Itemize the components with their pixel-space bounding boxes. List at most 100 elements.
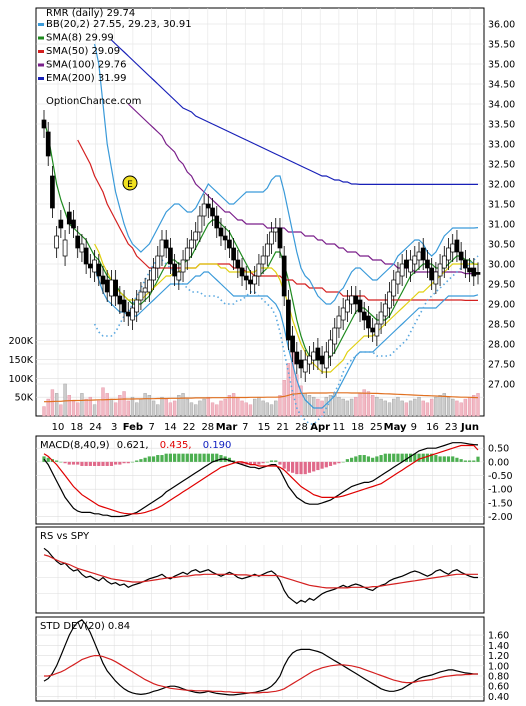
candle-body [467,267,472,273]
macd-histogram-bar [379,455,383,462]
candle-body [117,295,123,305]
date-tick-label: 24 [89,422,102,433]
volume-bar [122,391,126,417]
macd-histogram-bar [177,453,181,462]
candle-body [281,255,287,297]
price-tick-label: 28.50 [488,320,515,331]
candle-body [290,335,295,353]
price-tick-label: 32.50 [488,160,515,171]
volume-bar [135,402,139,417]
macd-histogram-bar [303,461,307,475]
candle-body [391,279,397,297]
volume-bar [54,393,59,417]
candle-body [366,315,371,329]
macd-histogram-bar [126,461,130,464]
candle-body [395,271,401,285]
volume-bar [59,404,63,417]
volume-bar [42,406,46,417]
macd-histogram-bar [446,456,451,462]
candle-body [155,255,161,269]
volume-bar [46,398,50,417]
date-tick-label: 23 [445,422,458,433]
candle-body [45,131,51,157]
price-tick-label: 34.50 [488,80,515,91]
volume-bar [324,396,328,417]
date-tick-label: 25 [370,422,383,433]
macd-histogram-bar [316,461,320,471]
panel-tick-label: 1.00 [488,661,509,672]
macd-histogram-bar [375,456,379,462]
legend-swatch [38,36,44,40]
volume-bar [429,398,434,417]
candle-body [471,267,477,277]
macd-histogram-bar [67,461,71,465]
legend-entry: SMA(8) 29.99 [46,33,114,44]
volume-bar [88,396,93,417]
macd-histogram-bar [425,453,430,462]
macd-histogram-bar [265,461,269,463]
price-tick-label: 30.50 [488,240,515,251]
candle-body [345,299,350,313]
volume-bar [438,395,442,417]
candle-body [172,263,177,277]
macd-histogram-bar [46,457,50,462]
candle-body [54,235,59,249]
candle-body [340,307,346,321]
date-tick-label: 28 [295,422,308,433]
macd-histogram-bar [354,456,358,462]
panel-tick-label: 1.60 [488,631,509,642]
volume-bar [303,393,307,417]
price-tick-label: 28.00 [488,340,515,351]
volume-bar [130,396,135,417]
candle-body [92,259,97,273]
macd-histogram-bar [459,459,463,462]
volume-bar [442,393,446,417]
watermark: OptionChance.com [46,96,141,107]
volume-bar [160,396,164,417]
candle-body [58,219,64,229]
candle-body [425,259,430,269]
volume-bar [421,400,425,417]
volume-bar [147,395,152,417]
macd-histogram-bar [408,453,413,462]
candle-body [83,247,89,265]
date-tick-label: Jun [460,422,479,433]
volume-bar [227,395,232,417]
volume-bar [366,391,371,417]
volume-bar [223,398,227,417]
panel-tick-label: -2.00 [488,512,513,523]
candle-body [286,299,291,341]
candle-body [180,259,186,273]
volume-bar [198,400,202,417]
macd-histogram-bar [307,461,312,473]
panel-tick-label: -1.00 [488,485,513,496]
symbol-label: RMR (daily) 29.74 [46,8,135,19]
macd-histogram-bar [97,461,101,466]
candle-body [222,235,228,241]
line-macd [43,442,479,518]
panel-tick-label: 0.00 [488,457,509,468]
macd-histogram-bar [248,461,253,465]
rs-lines [43,547,478,605]
legend-entry: SMA(100) 29.76 [46,60,127,71]
candle-body [260,255,266,265]
candle-body [446,247,451,261]
candle-body [104,279,110,293]
price-tick-label: 33.50 [488,120,515,131]
volume-bar [172,400,177,417]
volume-bar [295,374,299,417]
macd-histogram-bar [198,453,202,462]
line-signal [43,444,479,515]
candle-body [294,351,300,365]
candle-body [420,247,426,261]
date-tick-label: Feb [123,422,143,433]
macd-histogram-bar [227,457,231,462]
macd-histogram-bar [358,455,362,462]
volume-tick-label: 150K [9,355,34,366]
macd-histogram-bar [413,453,417,462]
macd-histogram-bar [257,461,261,465]
macd-histogram-bar [269,460,274,462]
volume-bar [459,402,463,417]
macd-histogram-bar [80,461,84,466]
candle-body [336,315,342,329]
